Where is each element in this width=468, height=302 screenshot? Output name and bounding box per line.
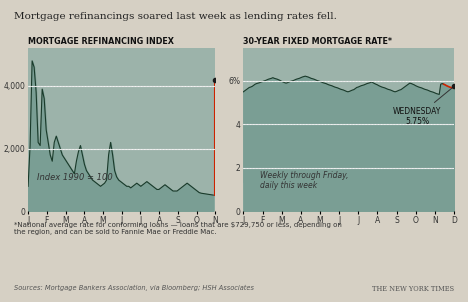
- Bar: [243, 183, 454, 211]
- Text: Index 1990 = 100: Index 1990 = 100: [37, 173, 113, 182]
- Text: Mortgage refinancings soared last week as lending rates fell.: Mortgage refinancings soared last week a…: [14, 12, 337, 21]
- Text: *National average rate for conforming loans — loans that are $729,750 or less, d: *National average rate for conforming lo…: [14, 222, 342, 235]
- Text: MORTGAGE REFINANCING INDEX: MORTGAGE REFINANCING INDEX: [28, 37, 174, 46]
- Text: THE NEW YORK TIMES: THE NEW YORK TIMES: [372, 285, 454, 293]
- Text: Weekly through Friday,
daily this week: Weekly through Friday, daily this week: [260, 171, 349, 190]
- Text: WEDNESDAY
5.75%: WEDNESDAY 5.75%: [393, 88, 452, 127]
- Text: 30-YEAR FIXED MORTGAGE RATE*: 30-YEAR FIXED MORTGAGE RATE*: [243, 37, 392, 46]
- Text: Sources: Mortgage Bankers Association, via Bloomberg; HSH Associates: Sources: Mortgage Bankers Association, v…: [14, 285, 254, 291]
